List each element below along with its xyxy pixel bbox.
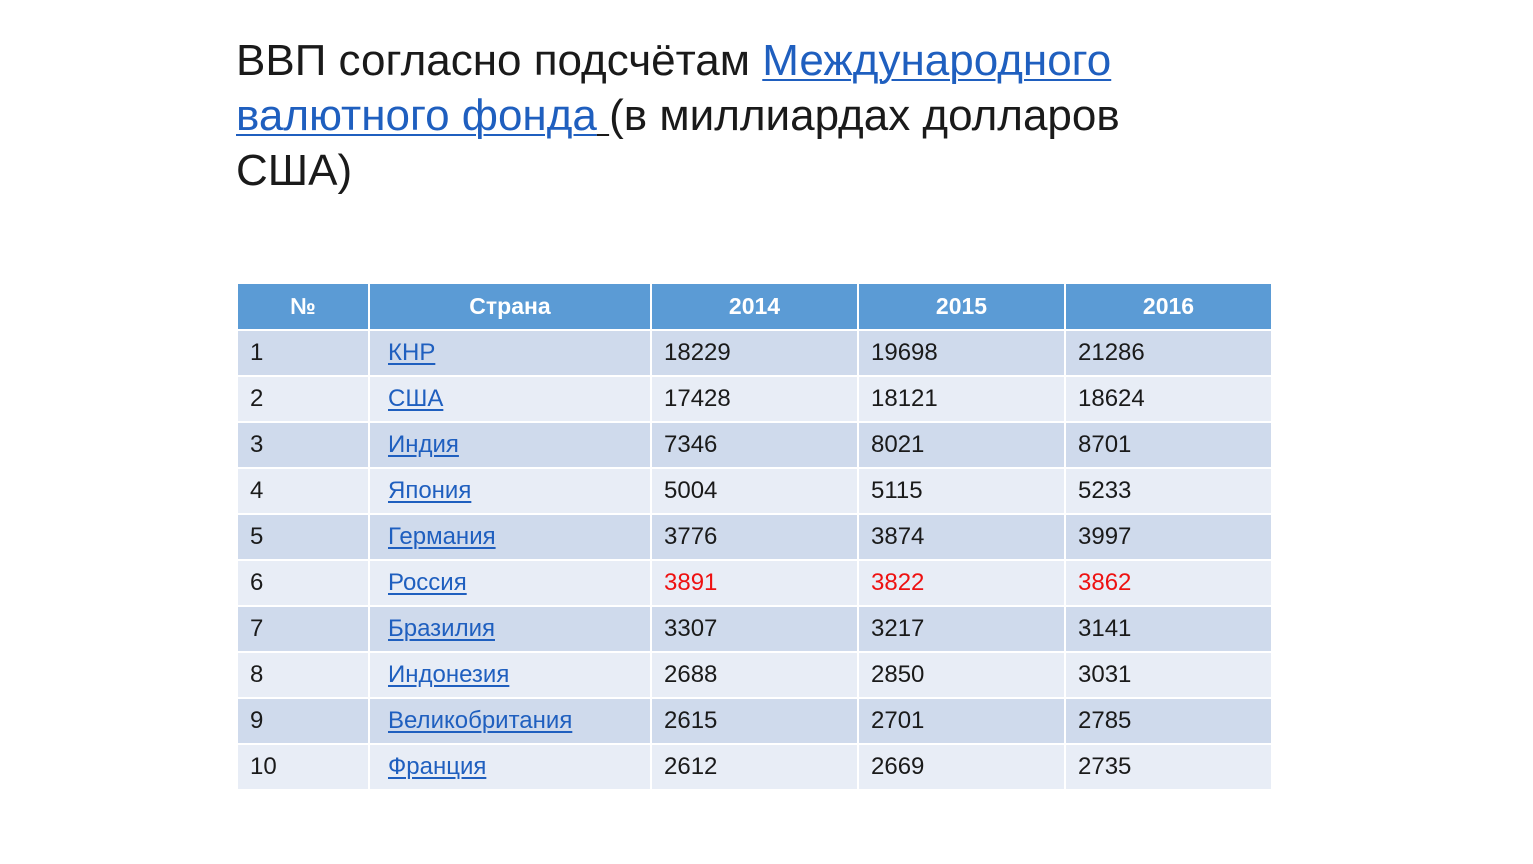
country-cell: Германия — [368, 513, 652, 561]
country-link[interactable]: Франция — [388, 753, 487, 780]
country-cell: Бразилия — [368, 605, 652, 653]
header-2015: 2015 — [857, 282, 1066, 331]
country-link[interactable]: КНР — [388, 339, 436, 366]
table-row: 2 США 17428 18121 18624 — [236, 375, 1273, 423]
country-link[interactable]: Россия — [388, 569, 467, 596]
table-row: 4 Япония 5004 5115 5233 — [236, 467, 1273, 515]
title-link-trailing-space — [597, 91, 609, 140]
table-row: 7 Бразилия 3307 3217 3141 — [236, 605, 1273, 653]
rank-cell: 2 — [236, 375, 370, 423]
country-link[interactable]: Индия — [388, 431, 459, 458]
gdp-2015-cell: 5115 — [857, 467, 1066, 515]
gdp-2015-cell: 8021 — [857, 421, 1066, 469]
gdp-2015-cell: 2669 — [857, 743, 1066, 791]
country-cell: КНР — [368, 329, 652, 377]
gdp-2016-cell: 8701 — [1064, 421, 1273, 469]
gdp-2014-cell: 3307 — [650, 605, 859, 653]
rank-cell: 5 — [236, 513, 370, 561]
table-row: 6 Россия 3891 3822 3862 — [236, 559, 1273, 607]
gdp-2014-cell: 3891 — [650, 559, 859, 607]
gdp-2014-cell: 18229 — [650, 329, 859, 377]
gdp-2014-cell: 3776 — [650, 513, 859, 561]
gdp-2014-cell: 17428 — [650, 375, 859, 423]
table-row: 10 Франция 2612 2669 2735 — [236, 743, 1273, 791]
gdp-2014-cell: 5004 — [650, 467, 859, 515]
title-suffix: (в миллиардах долларов США) — [236, 91, 1120, 195]
rank-cell: 10 — [236, 743, 370, 791]
gdp-2015-cell: 19698 — [857, 329, 1066, 377]
country-cell: Россия — [368, 559, 652, 607]
gdp-2016-cell: 2785 — [1064, 697, 1273, 745]
gdp-2014-cell: 7346 — [650, 421, 859, 469]
gdp-2014-cell: 2612 — [650, 743, 859, 791]
gdp-2016-cell: 3031 — [1064, 651, 1273, 699]
country-link[interactable]: Бразилия — [388, 615, 495, 642]
table-row: 9 Великобритания 2615 2701 2785 — [236, 697, 1273, 745]
imf-link[interactable]: Международного валютного фонда — [236, 36, 1112, 140]
gdp-2016-cell: 18624 — [1064, 375, 1273, 423]
gdp-2015-cell: 3874 — [857, 513, 1066, 561]
header-2016: 2016 — [1064, 282, 1273, 331]
country-link[interactable]: США — [388, 385, 444, 412]
table-row: 8 Индонезия 2688 2850 3031 — [236, 651, 1273, 699]
gdp-2015-cell: 18121 — [857, 375, 1066, 423]
gdp-2014-cell: 2688 — [650, 651, 859, 699]
header-rank: № — [236, 282, 370, 331]
rank-cell: 1 — [236, 329, 370, 377]
title-prefix: ВВП согласно подсчётам — [236, 36, 763, 85]
gdp-2016-cell: 3862 — [1064, 559, 1273, 607]
gdp-2016-cell: 3997 — [1064, 513, 1273, 561]
gdp-2014-cell: 2615 — [650, 697, 859, 745]
gdp-2015-cell: 2701 — [857, 697, 1066, 745]
gdp-2015-cell: 2850 — [857, 651, 1066, 699]
table-body: 1 КНР 18229 19698 21286 2 США 17428 18121 18624 3 И… — [236, 329, 1273, 791]
slide-title: ВВП согласно подсчётам Международного ва… — [236, 33, 1216, 198]
rank-cell: 3 — [236, 421, 370, 469]
country-cell: Индонезия — [368, 651, 652, 699]
gdp-2016-cell: 21286 — [1064, 329, 1273, 377]
gdp-2015-cell: 3217 — [857, 605, 1066, 653]
table-header-row: № Страна 2014 2015 2016 — [236, 282, 1273, 331]
gdp-table: № Страна 2014 2015 2016 1 КНР 18229 19698 21… — [236, 282, 1273, 791]
country-link[interactable]: Индонезия — [388, 661, 510, 688]
gdp-2016-cell: 5233 — [1064, 467, 1273, 515]
rank-cell: 7 — [236, 605, 370, 653]
header-2014: 2014 — [650, 282, 859, 331]
rank-cell: 4 — [236, 467, 370, 515]
table-row: 3 Индия 7346 8021 8701 — [236, 421, 1273, 469]
table-row: 1 КНР 18229 19698 21286 — [236, 329, 1273, 377]
country-link[interactable]: Великобритания — [388, 707, 573, 734]
country-cell: Франция — [368, 743, 652, 791]
country-cell: Япония — [368, 467, 652, 515]
country-link[interactable]: Япония — [388, 477, 472, 504]
country-cell: Великобритания — [368, 697, 652, 745]
rank-cell: 6 — [236, 559, 370, 607]
country-link[interactable]: Германия — [388, 523, 496, 550]
rank-cell: 9 — [236, 697, 370, 745]
country-cell: Индия — [368, 421, 652, 469]
gdp-2016-cell: 2735 — [1064, 743, 1273, 791]
table-row: 5 Германия 3776 3874 3997 — [236, 513, 1273, 561]
gdp-2016-cell: 3141 — [1064, 605, 1273, 653]
rank-cell: 8 — [236, 651, 370, 699]
country-cell: США — [368, 375, 652, 423]
header-country: Страна — [368, 282, 652, 331]
gdp-2015-cell: 3822 — [857, 559, 1066, 607]
